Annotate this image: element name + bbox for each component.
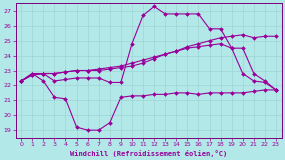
X-axis label: Windchill (Refroidissement éolien,°C): Windchill (Refroidissement éolien,°C) bbox=[70, 150, 227, 156]
